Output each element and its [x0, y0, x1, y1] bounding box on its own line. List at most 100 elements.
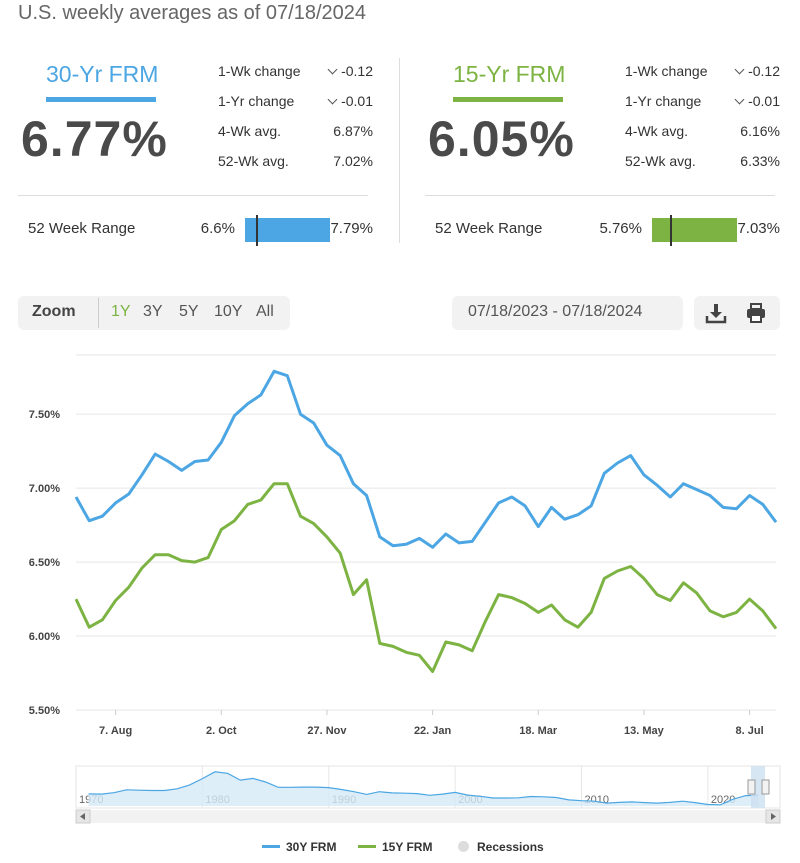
zoom-3y-button[interactable]: 3Y — [143, 303, 163, 320]
frm15-underline — [453, 97, 563, 102]
range-current-marker — [670, 215, 673, 246]
series-line-15y-frm — [74, 482, 778, 673]
stat-number: -0.01 — [341, 93, 373, 109]
zoom-1y-button[interactable]: 1Y — [111, 303, 131, 320]
navigator-selection[interactable] — [751, 766, 765, 808]
navigator-line — [88, 771, 759, 806]
stat-number: -0.01 — [748, 93, 780, 109]
export-toolbar — [694, 296, 780, 330]
stat-value: -0.12 — [734, 63, 780, 79]
down-chevron-icon — [734, 94, 745, 105]
x-tick-label: 13. May — [624, 725, 665, 737]
frm30-52wk-range: 52 Week Range 6.6% 7.79% — [28, 215, 373, 248]
frm30-title: 30-Yr FRM — [46, 61, 159, 87]
frm30-52wk-avg: 52-Wk avg. 7.02% — [218, 153, 373, 183]
range-min: 6.6% — [200, 220, 235, 237]
y-tick-label: 6.50% — [29, 557, 60, 569]
stat-label: 52-Wk avg. — [625, 153, 696, 169]
x-tick-label: 22. Jan — [414, 725, 452, 737]
frm15-52wk-avg: 52-Wk avg. 6.33% — [625, 153, 780, 183]
navigator-area — [88, 771, 759, 806]
legend-item-30y[interactable]: 30Y FRM — [262, 840, 336, 854]
stat-label: 4-Wk avg. — [218, 123, 282, 139]
frm15-1wk-change: 1-Wk change -0.12 — [625, 63, 780, 93]
legend-label: Recessions — [477, 840, 544, 854]
stat-value: 6.33% — [740, 153, 780, 169]
download-icon[interactable] — [704, 301, 728, 325]
zoom-label: Zoom — [32, 303, 76, 320]
zoom-separator — [98, 298, 99, 328]
stat-value: 7.02% — [333, 153, 373, 169]
series-line-30y-frm — [74, 369, 778, 549]
zoom-all-button[interactable]: All — [256, 303, 274, 320]
stat-number: -0.12 — [748, 63, 780, 79]
main-line-chart[interactable]: 5.50% 6.00% 6.50% 7.00% 7.50% 7. Aug 2. Oct 27… — [0, 340, 800, 750]
range-bar — [652, 218, 737, 242]
panel-separator — [18, 195, 368, 196]
zoom-toolbar: Zoom 1Y 3Y 5Y 10Y All — [18, 296, 290, 330]
frm15-rate: 6.05% — [428, 111, 575, 167]
down-chevron-icon — [734, 64, 745, 75]
zoom-5y-button[interactable]: 5Y — [179, 303, 199, 320]
range-label: 52 Week Range — [28, 220, 136, 237]
stat-number: -0.12 — [341, 63, 373, 79]
frm30-1yr-change: 1-Yr change -0.01 — [218, 93, 373, 123]
x-axis: 7. Aug 2. Oct 27. Nov 22. Jan 18. Mar 13. May… — [99, 710, 764, 737]
y-tick-label: 7.50% — [29, 409, 60, 421]
x-tick-label: 2. Oct — [206, 725, 237, 737]
frm15-stats: 1-Wk change -0.12 1-Yr change -0.01 4-Wk… — [625, 63, 780, 183]
x-tick-label: 8. Jul — [736, 725, 764, 737]
panel-divider — [399, 58, 400, 243]
down-chevron-icon — [327, 64, 338, 75]
frm30-underline — [46, 97, 156, 102]
frm30-panel: 30-Yr FRM 6.77% 1-Wk change -0.12 1-Yr c… — [18, 55, 373, 246]
range-current-marker — [256, 215, 259, 246]
stat-label: 1-Wk change — [218, 63, 301, 79]
stat-value: -0.01 — [327, 93, 373, 109]
chart-series — [74, 369, 778, 673]
stat-label: 4-Wk avg. — [625, 123, 689, 139]
date-range-box[interactable]: 07/18/2023 - 07/18/2024 — [452, 296, 683, 330]
chart-grid — [76, 354, 776, 711]
panel-separator — [425, 195, 775, 196]
frm15-panel: 15-Yr FRM 6.05% 1-Wk change -0.12 1-Yr c… — [425, 55, 780, 246]
navigator-handle-right[interactable] — [761, 779, 770, 795]
legend-item-15y[interactable]: 15Y FRM — [358, 840, 432, 854]
navigator-handle-left[interactable] — [747, 779, 756, 795]
page-subtitle: U.S. weekly averages as of 07/18/2024 — [18, 2, 366, 24]
x-tick-label: 27. Nov — [307, 725, 347, 737]
x-tick-label: 7. Aug — [99, 725, 132, 737]
range-max: 7.03% — [737, 220, 780, 237]
legend-line-30y — [262, 845, 280, 849]
stat-label: 1-Yr change — [218, 93, 295, 109]
stat-value: 6.87% — [333, 123, 373, 139]
frm30-1wk-change: 1-Wk change -0.12 — [218, 63, 373, 93]
scroll-left-arrow-icon — [80, 813, 85, 820]
stat-value: 6.16% — [740, 123, 780, 139]
frm15-4wk-avg: 4-Wk avg. 6.16% — [625, 123, 780, 153]
navigator-scrollbar[interactable] — [76, 810, 780, 823]
frm15-1yr-change: 1-Yr change -0.01 — [625, 93, 780, 123]
zoom-10y-button[interactable]: 10Y — [214, 303, 243, 320]
legend-label: 30Y FRM — [286, 840, 337, 854]
navigator-chart[interactable]: 197019801990200020102020 — [0, 760, 800, 826]
range-min: 5.76% — [599, 220, 642, 237]
y-tick-label: 5.50% — [29, 705, 60, 717]
legend-dot-recessions — [458, 841, 469, 853]
stat-label: 52-Wk avg. — [218, 153, 289, 169]
y-axis: 5.50% 6.00% 6.50% 7.00% 7.50% — [29, 409, 60, 717]
legend-item-recessions[interactable]: Recessions — [458, 840, 544, 854]
stat-value: -0.01 — [734, 93, 780, 109]
print-icon[interactable] — [744, 301, 768, 325]
navigator-series — [88, 771, 759, 806]
down-chevron-icon — [327, 94, 338, 105]
legend-label: 15Y FRM — [382, 840, 433, 854]
frm30-stats: 1-Wk change -0.12 1-Yr change -0.01 4-Wk… — [218, 63, 373, 183]
chart-legend: 30Y FRM 15Y FRM Recessions — [0, 838, 800, 860]
stat-label: 1-Yr change — [625, 93, 702, 109]
stat-label: 1-Wk change — [625, 63, 708, 79]
frm15-title: 15-Yr FRM — [453, 61, 566, 87]
y-tick-label: 6.00% — [29, 631, 60, 643]
date-range-text: 07/18/2023 - 07/18/2024 — [468, 303, 643, 320]
range-bar — [245, 218, 330, 242]
